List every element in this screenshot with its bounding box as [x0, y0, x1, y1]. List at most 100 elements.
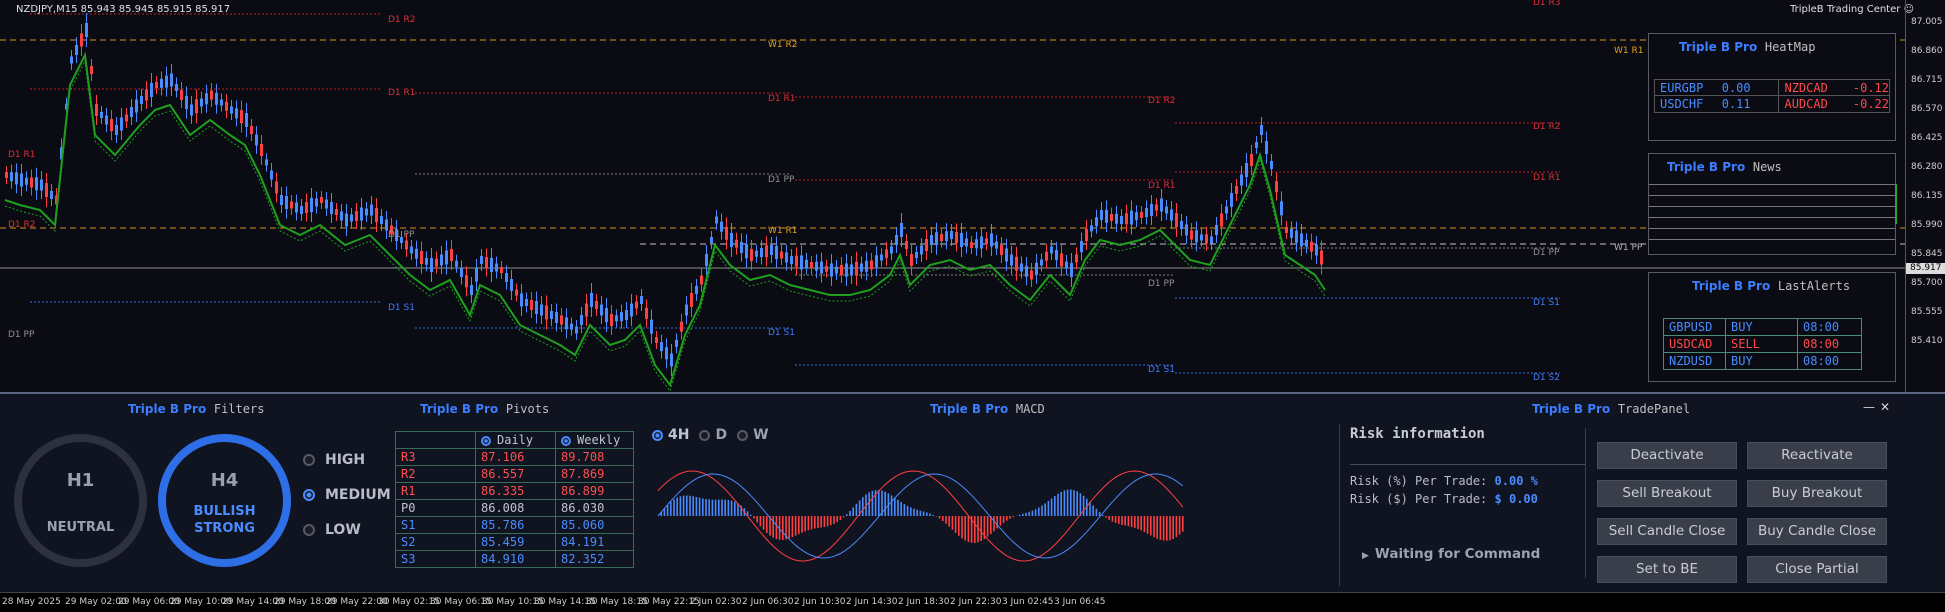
- candle-body: [170, 73, 173, 87]
- candle-body: [890, 246, 893, 254]
- time-tick-label: 30 May 22:15: [638, 597, 700, 607]
- candle-body: [975, 239, 978, 249]
- radio-icon: [303, 524, 315, 536]
- candle-body: [495, 263, 498, 272]
- candle-body: [805, 259, 808, 268]
- level-label-d1r3: D1 R3: [1533, 0, 1561, 8]
- candle-body: [685, 304, 688, 316]
- candle-body: [1270, 161, 1273, 169]
- h4-status-2: STRONG: [194, 521, 255, 536]
- table-row: NZDUSD BUY 08:00: [1663, 352, 1862, 370]
- candle-body: [210, 90, 213, 100]
- candle-body: [600, 304, 603, 316]
- candle-body: [250, 126, 253, 134]
- candle-body: [105, 115, 108, 125]
- candle-body: [810, 262, 813, 268]
- level-label-d1pp: D1 PP: [768, 175, 795, 185]
- candle-body: [135, 99, 138, 113]
- candle-body: [1190, 230, 1193, 240]
- candle-body: [490, 258, 493, 272]
- candle-body: [755, 250, 758, 257]
- time-tick-label: 30 May 14:15: [534, 597, 596, 607]
- candle-body: [895, 235, 898, 245]
- candle-body: [1200, 234, 1203, 241]
- candle-body: [550, 311, 553, 319]
- set-to-be-button[interactable]: Set to BE: [1597, 556, 1737, 583]
- tab-4h[interactable]: 4H: [668, 427, 690, 443]
- time-tick-label: 2 Jun 10:30: [794, 597, 846, 607]
- news-brand: Triple B Pro: [1667, 160, 1746, 174]
- minimize-button[interactable]: —: [1863, 400, 1875, 414]
- time-tick-label: 28 May 2025: [2, 597, 61, 607]
- deactivate-button[interactable]: Deactivate: [1597, 442, 1737, 469]
- candlestick-plot[interactable]: [0, 0, 1905, 392]
- price-axis[interactable]: 87.005 86.860 86.715 86.570 86.425 86.280 86.1…: [1905, 0, 1945, 392]
- reactivate-button[interactable]: Reactivate: [1747, 442, 1887, 469]
- tab-w[interactable]: W: [753, 427, 769, 443]
- candle-body: [410, 246, 413, 254]
- news-scrollbar[interactable]: [1895, 184, 1897, 224]
- filter-option-low[interactable]: LOW: [303, 522, 361, 538]
- candle-body: [790, 256, 793, 264]
- candle-body: [720, 221, 723, 232]
- alert-side: BUY: [1725, 318, 1798, 336]
- risk-pct-row: Risk (%) Per Trade: 0.00 %: [1350, 474, 1538, 488]
- heatmap-value: -0.12: [1852, 81, 1889, 95]
- candle-body: [715, 216, 718, 224]
- buy-breakout-button[interactable]: Buy Breakout: [1747, 480, 1887, 507]
- alert-pair: USDCAD: [1663, 335, 1726, 353]
- candle-body: [730, 233, 733, 247]
- alert-time: 08:00: [1797, 318, 1862, 336]
- current-price-marker: 85.917: [1906, 263, 1945, 274]
- pivots-col-daily: Daily: [475, 431, 556, 449]
- candle-body: [690, 293, 693, 307]
- table-row: USDCAD SELL 08:00: [1663, 335, 1862, 353]
- sell-breakout-button[interactable]: Sell Breakout: [1597, 480, 1737, 507]
- candle-body: [120, 117, 123, 131]
- lastalerts-widget: Triple B Pro LastAlerts GBPUSD BUY 08:00 US…: [1648, 272, 1896, 382]
- candle-body: [1215, 225, 1218, 235]
- level-label-d1s1: D1 S1: [388, 303, 415, 313]
- list-item: [1649, 185, 1895, 196]
- candle-body: [1135, 212, 1138, 221]
- candle-body: [660, 342, 663, 352]
- tab-d-radio-icon[interactable]: [699, 429, 711, 441]
- candle-body: [1005, 248, 1008, 262]
- sell-candle-close-button[interactable]: Sell Candle Close: [1597, 518, 1737, 545]
- level-label-w1pp: W1 PP: [1614, 243, 1643, 253]
- tab-4h-radio-icon[interactable]: [652, 429, 663, 441]
- close-partial-button[interactable]: Close Partial: [1747, 556, 1887, 583]
- time-axis[interactable]: 28 May 2025 29 May 02:00 29 May 06:00 29 Ma…: [0, 592, 1945, 612]
- candle-body: [240, 110, 243, 124]
- candle-body: [280, 195, 283, 205]
- level-label-d1r2-left: D1 R2: [8, 220, 36, 230]
- candle-body: [205, 93, 208, 105]
- candle-body: [535, 301, 538, 314]
- time-tick-label: 2 Jun 14:30: [846, 597, 898, 607]
- heatmap-row: USDCHF 0.11 AUDCAD -0.22: [1655, 96, 1889, 112]
- filter-option-high[interactable]: HIGH: [303, 452, 365, 468]
- candle-body: [905, 241, 908, 249]
- tab-d[interactable]: D: [715, 427, 728, 443]
- tab-w-radio-icon[interactable]: [737, 429, 749, 441]
- candle-body: [900, 223, 903, 237]
- candle-body: [1165, 206, 1168, 214]
- pivot-weekly-value: 82.352: [555, 550, 634, 568]
- candle-body: [1010, 254, 1013, 266]
- candle-body: [110, 119, 113, 131]
- level-label-d1pp-left: D1 PP: [8, 330, 35, 340]
- candle-body: [540, 304, 543, 316]
- buy-candle-close-button[interactable]: Buy Candle Close: [1747, 518, 1887, 545]
- close-button[interactable]: ✕: [1880, 400, 1891, 414]
- candle-body: [610, 314, 613, 326]
- candle-body: [980, 236, 983, 249]
- candle-body: [510, 279, 513, 291]
- list-item: [1649, 196, 1895, 207]
- filter-option-medium[interactable]: MEDIUM: [303, 487, 391, 503]
- candle-body: [245, 113, 248, 127]
- candle-body: [455, 260, 458, 267]
- candle-body: [1210, 236, 1213, 244]
- candle-body: [835, 266, 838, 274]
- price-chart[interactable]: NZDJPY,M15 85.943 85.945 85.915 85.917 T…: [0, 0, 1945, 392]
- candle-body: [500, 267, 503, 273]
